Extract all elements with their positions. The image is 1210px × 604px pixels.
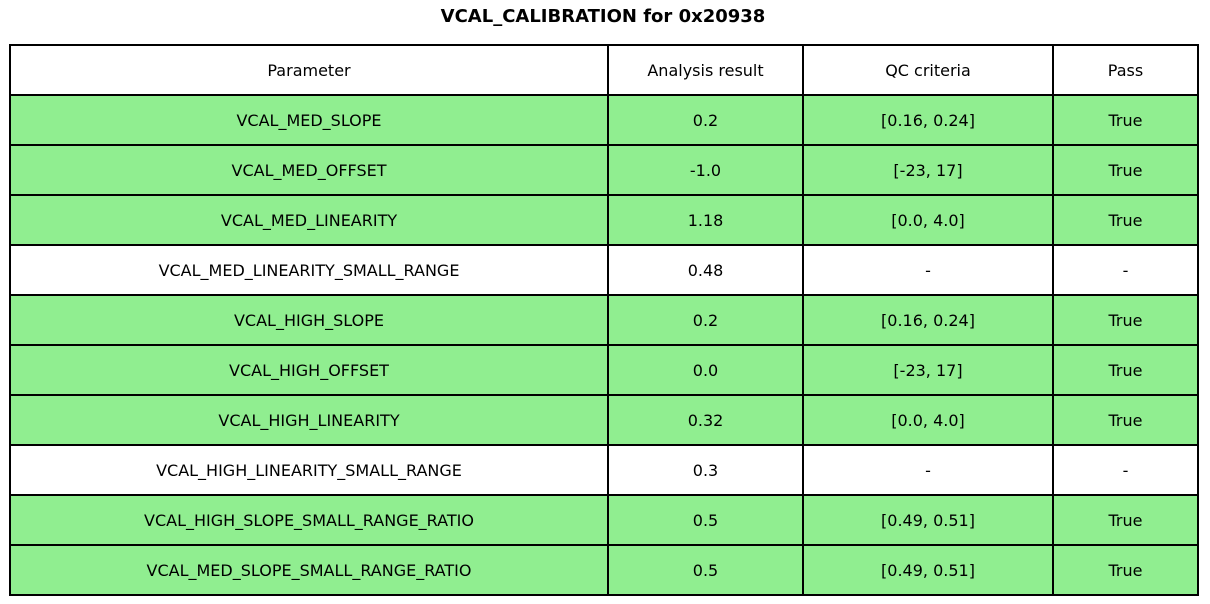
cell-parameter: VCAL_MED_SLOPE: [9, 94, 609, 146]
cell-qc: [-23, 17]: [802, 144, 1054, 196]
column-header-pass: Pass: [1052, 44, 1199, 96]
cell-result: 1.18: [607, 194, 804, 246]
cell-result: 0.5: [607, 494, 804, 546]
cell-parameter: VCAL_HIGH_SLOPE: [9, 294, 609, 346]
cell-qc: -: [802, 244, 1054, 296]
column-header-parameter: Parameter: [9, 44, 609, 96]
cell-result: 0.32: [607, 394, 804, 446]
cell-qc: -: [802, 444, 1054, 496]
table-row: VCAL_HIGH_SLOPE 0.2 [0.16, 0.24] True: [9, 294, 1199, 346]
cell-pass: True: [1052, 544, 1199, 596]
cell-result: -1.0: [607, 144, 804, 196]
cell-qc: [0.49, 0.51]: [802, 494, 1054, 546]
table-row: VCAL_MED_LINEARITY_SMALL_RANGE 0.48 - -: [9, 244, 1199, 296]
cell-pass: True: [1052, 294, 1199, 346]
cell-pass: True: [1052, 494, 1199, 546]
table-row: VCAL_MED_LINEARITY 1.18 [0.0, 4.0] True: [9, 194, 1199, 246]
cell-result: 0.2: [607, 294, 804, 346]
cell-parameter: VCAL_MED_OFFSET: [9, 144, 609, 196]
cell-parameter: VCAL_HIGH_SLOPE_SMALL_RANGE_RATIO: [9, 494, 609, 546]
cell-result: 0.5: [607, 544, 804, 596]
table-row: VCAL_MED_OFFSET -1.0 [-23, 17] True: [9, 144, 1199, 196]
cell-parameter: VCAL_HIGH_LINEARITY_SMALL_RANGE: [9, 444, 609, 496]
cell-qc: [0.0, 4.0]: [802, 394, 1054, 446]
cell-qc: [0.16, 0.24]: [802, 94, 1054, 146]
cell-qc: [0.16, 0.24]: [802, 294, 1054, 346]
cell-parameter: VCAL_HIGH_LINEARITY: [9, 394, 609, 446]
table-row: VCAL_MED_SLOPE 0.2 [0.16, 0.24] True: [9, 94, 1199, 146]
cell-pass: -: [1052, 444, 1199, 496]
cell-qc: [0.49, 0.51]: [802, 544, 1054, 596]
cell-pass: True: [1052, 144, 1199, 196]
table-row: VCAL_HIGH_OFFSET 0.0 [-23, 17] True: [9, 344, 1199, 396]
cell-result: 0.0: [607, 344, 804, 396]
cell-pass: True: [1052, 344, 1199, 396]
cell-pass: True: [1052, 394, 1199, 446]
table-row: VCAL_MED_SLOPE_SMALL_RANGE_RATIO 0.5 [0.…: [9, 544, 1199, 596]
cell-parameter: VCAL_MED_SLOPE_SMALL_RANGE_RATIO: [9, 544, 609, 596]
cell-pass: True: [1052, 194, 1199, 246]
cell-parameter: VCAL_MED_LINEARITY: [9, 194, 609, 246]
column-header-analysis-result: Analysis result: [607, 44, 804, 96]
cell-result: 0.2: [607, 94, 804, 146]
cell-pass: True: [1052, 94, 1199, 146]
table-header-row: Parameter Analysis result QC criteria Pa…: [9, 44, 1199, 96]
cell-qc: [-23, 17]: [802, 344, 1054, 396]
cell-result: 0.48: [607, 244, 804, 296]
qc-results-table: Parameter Analysis result QC criteria Pa…: [9, 44, 1199, 596]
table-row: VCAL_HIGH_LINEARITY_SMALL_RANGE 0.3 - -: [9, 444, 1199, 496]
table-row: VCAL_HIGH_LINEARITY 0.32 [0.0, 4.0] True: [9, 394, 1199, 446]
cell-parameter: VCAL_HIGH_OFFSET: [9, 344, 609, 396]
cell-pass: -: [1052, 244, 1199, 296]
page-title: VCAL_CALIBRATION for 0x20938: [440, 6, 766, 27]
cell-parameter: VCAL_MED_LINEARITY_SMALL_RANGE: [9, 244, 609, 296]
column-header-qc-criteria: QC criteria: [802, 44, 1054, 96]
cell-result: 0.3: [607, 444, 804, 496]
table-row: VCAL_HIGH_SLOPE_SMALL_RANGE_RATIO 0.5 [0…: [9, 494, 1199, 546]
cell-qc: [0.0, 4.0]: [802, 194, 1054, 246]
